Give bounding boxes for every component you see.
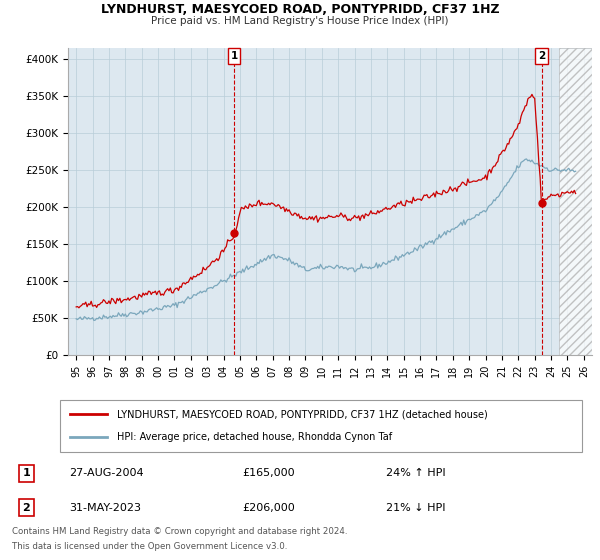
Text: Contains HM Land Registry data © Crown copyright and database right 2024.: Contains HM Land Registry data © Crown c… [12, 527, 347, 536]
Text: Price paid vs. HM Land Registry's House Price Index (HPI): Price paid vs. HM Land Registry's House … [151, 16, 449, 26]
Text: LYNDHURST, MAESYCOED ROAD, PONTYPRIDD, CF37 1HZ (detached house): LYNDHURST, MAESYCOED ROAD, PONTYPRIDD, C… [118, 409, 488, 419]
Text: This data is licensed under the Open Government Licence v3.0.: This data is licensed under the Open Gov… [12, 542, 287, 550]
Text: 1: 1 [230, 51, 238, 61]
Text: LYNDHURST, MAESYCOED ROAD, PONTYPRIDD, CF37 1HZ: LYNDHURST, MAESYCOED ROAD, PONTYPRIDD, C… [101, 3, 499, 16]
Text: 31-MAY-2023: 31-MAY-2023 [70, 503, 142, 513]
Text: £165,000: £165,000 [242, 468, 295, 478]
Text: 27-AUG-2004: 27-AUG-2004 [70, 468, 144, 478]
Text: 1: 1 [23, 468, 30, 478]
Text: £206,000: £206,000 [242, 503, 295, 513]
Text: 2: 2 [538, 51, 545, 61]
Text: HPI: Average price, detached house, Rhondda Cynon Taf: HPI: Average price, detached house, Rhon… [118, 432, 392, 442]
Text: 21% ↓ HPI: 21% ↓ HPI [386, 503, 446, 513]
FancyBboxPatch shape [60, 400, 582, 452]
Bar [559, 48, 592, 355]
Text: 2: 2 [23, 503, 30, 513]
Text: 24% ↑ HPI: 24% ↑ HPI [386, 468, 446, 478]
